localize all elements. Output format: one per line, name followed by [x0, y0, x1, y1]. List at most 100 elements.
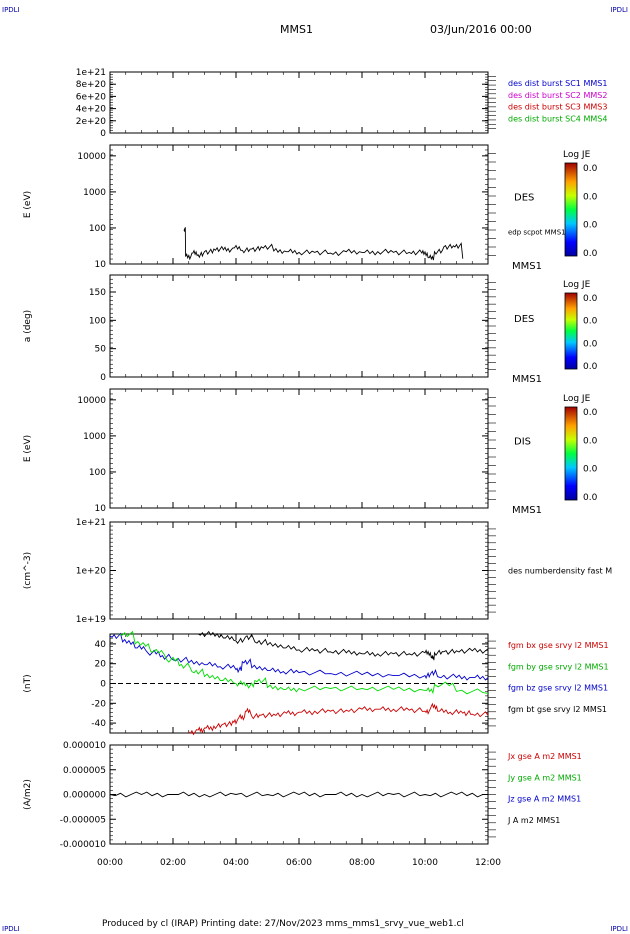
y-tick-label: 0	[100, 129, 106, 139]
panel-instrument-label: DIS	[514, 437, 531, 448]
y-tick-label: -20	[91, 699, 106, 709]
panel-spacecraft-label: MMS1	[512, 261, 542, 272]
legend-label: des dist burst SC4 MMS4	[508, 114, 607, 123]
panel-frame	[109, 144, 489, 265]
series-line-J-A-m2-MMS1	[109, 791, 488, 798]
y-tick-label: 1e+21	[76, 68, 106, 78]
series-line-fgm-bz-gse-srvy-l2-MMS1	[188, 702, 489, 736]
footer-credits: Produced by cl (IRAP) Printing date: 27/…	[102, 919, 464, 929]
y-tick-label: 0	[100, 680, 106, 690]
y-axis-label: E (eV)	[23, 191, 33, 218]
legend-label: fgm bx gse srvy l2 MMS1	[508, 641, 609, 650]
series-line-fgm-by-gse-srvy-l2-MMS1	[119, 630, 489, 695]
y-tick-label: 20	[95, 660, 107, 670]
y-tick-label: 100	[89, 224, 106, 234]
series-line-edp-scpot-MMS1	[183, 227, 464, 261]
y-tick-label: 0.000000	[63, 791, 106, 801]
x-tick-label: 12:00	[475, 858, 501, 868]
colorbar-tick-label: 0.0	[583, 493, 598, 503]
y-tick-label: -0.000010	[60, 840, 106, 850]
y-tick-label: 10000	[77, 152, 106, 162]
colorbar-tick-label: 0.0	[583, 164, 598, 174]
legend-label: Jx gse A m2 MMS1	[507, 752, 582, 761]
header-corner-tl: IPDLI	[2, 6, 20, 14]
colorbar-title: Log JE	[563, 394, 591, 404]
colorbar-tick-label: 0.0	[583, 317, 598, 327]
y-tick-label: 100	[89, 316, 106, 326]
y-tick-label: 1e+21	[76, 518, 106, 528]
x-tick-label: 06:00	[286, 858, 312, 868]
y-tick-label: 40	[95, 640, 107, 650]
panel-frame	[109, 274, 489, 378]
colorbar-tick-label: 0.0	[583, 436, 598, 446]
y-tick-label: 1000	[83, 188, 106, 198]
x-tick-label: 04:00	[223, 858, 249, 868]
panel-spacecraft-label: MMS1	[512, 505, 542, 516]
colorbar-tick-label: 0.0	[583, 192, 598, 202]
panel-frame	[109, 388, 489, 509]
legend-label: Jz gse A m2 MMS1	[507, 795, 581, 804]
colorbar-tick-label: 0.0	[583, 221, 598, 231]
series-line-fgm-bt-gse-srvy-l2-MMS1	[197, 630, 489, 661]
colorbar	[564, 292, 578, 370]
panel-instrument-label: DES	[514, 193, 534, 204]
legend-label: fgm bt gse srvy l2 MMS1	[508, 705, 607, 714]
x-tick-label: 00:00	[97, 858, 123, 868]
colorbar-tick-label: 0.0	[583, 362, 598, 372]
y-tick-label: 10	[95, 504, 107, 514]
colorbar-tick-label: 0.0	[583, 339, 598, 349]
y-tick-label: 10000	[77, 396, 106, 406]
header-corner-br: IPDLI	[610, 925, 628, 933]
x-tick-label: 08:00	[349, 858, 375, 868]
x-tick-label: 02:00	[160, 858, 186, 868]
y-tick-label: 6e+20	[76, 92, 107, 102]
header-corner-tr: IPDLI	[610, 6, 628, 14]
y-tick-label: 1e+19	[76, 615, 107, 625]
y-tick-label: 4e+20	[76, 105, 107, 115]
colorbar-tick-label: 0.0	[583, 408, 598, 418]
y-tick-label: 2e+20	[76, 117, 107, 127]
panel-frame	[109, 71, 489, 134]
legend-label: des dist burst SC1 MMS1	[508, 79, 607, 88]
y-tick-label: 0.000010	[63, 741, 106, 751]
panel-frame	[109, 521, 489, 620]
y-tick-label: 10	[95, 260, 107, 270]
y-tick-label: 1000	[83, 432, 106, 442]
colorbar-tick-label: 0.0	[583, 465, 598, 475]
panel-spacecraft-label: MMS1	[512, 374, 542, 385]
colorbar-title: Log JE	[563, 150, 591, 160]
colorbar	[564, 162, 578, 257]
header-corner-bl: IPDLI	[2, 925, 20, 933]
y-tick-label: 1e+20	[76, 567, 107, 577]
y-tick-label: 0	[100, 373, 106, 383]
y-tick-label: 50	[95, 345, 107, 355]
y-tick-label: 0.000005	[63, 766, 106, 776]
legend-label: des dist burst SC3 MMS3	[508, 103, 607, 112]
y-tick-label: -40	[91, 719, 106, 729]
legend-label: fgm by gse srvy l2 MMS1	[508, 662, 609, 671]
y-axis-label: (cm^-3)	[23, 552, 33, 589]
y-axis-label: (nT)	[23, 674, 33, 692]
legend-label: des numberdensity fast M	[508, 567, 612, 576]
colorbar	[564, 406, 578, 501]
overlay-series-label: edp scpot MMS1	[508, 229, 566, 237]
y-tick-label: 150	[89, 288, 106, 298]
y-axis-label: a (deg)	[23, 310, 33, 342]
y-axis-label: E (eV)	[23, 435, 33, 462]
colorbar-tick-label: 0.0	[583, 294, 598, 304]
legend-label: fgm bz gse srvy l2 MMS1	[508, 684, 608, 693]
panel-instrument-label: DES	[514, 314, 534, 325]
y-tick-label: 8e+20	[76, 80, 107, 90]
y-tick-label: 100	[89, 468, 106, 478]
y-tick-label: -0.000005	[60, 815, 106, 825]
plot-date-title: 03/Jun/2016 00:00	[430, 23, 532, 36]
y-axis-label: (A/m2)	[23, 779, 33, 810]
x-tick-label: 10:00	[412, 858, 438, 868]
legend-label: des dist burst SC2 MMS2	[508, 91, 607, 100]
legend-label: Jy gse A m2 MMS1	[507, 773, 582, 782]
plot-spacecraft-title: MMS1	[280, 23, 313, 36]
legend-label: J A m2 MMS1	[507, 816, 560, 825]
colorbar-tick-label: 0.0	[583, 249, 598, 259]
colorbar-title: Log JE	[563, 280, 591, 290]
